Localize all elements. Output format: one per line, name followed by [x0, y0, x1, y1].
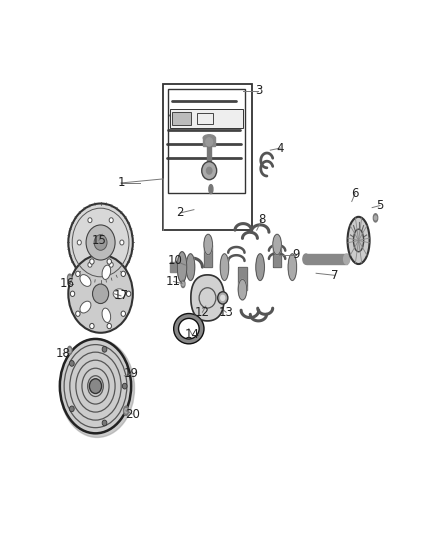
Ellipse shape	[125, 408, 127, 413]
Text: 18: 18	[56, 347, 71, 360]
Ellipse shape	[113, 289, 125, 298]
Circle shape	[218, 292, 228, 304]
Ellipse shape	[256, 254, 265, 280]
Circle shape	[89, 379, 102, 393]
Ellipse shape	[288, 254, 297, 280]
Ellipse shape	[67, 274, 72, 282]
Circle shape	[70, 360, 74, 366]
Circle shape	[76, 271, 80, 277]
Text: 9: 9	[292, 248, 300, 261]
Text: 13: 13	[219, 306, 233, 319]
Bar	[197, 113, 212, 124]
Bar	[306, 254, 346, 264]
Ellipse shape	[102, 308, 111, 322]
Ellipse shape	[186, 254, 195, 280]
Circle shape	[94, 235, 107, 251]
Ellipse shape	[67, 346, 72, 354]
Circle shape	[107, 259, 111, 264]
Circle shape	[90, 324, 94, 329]
Ellipse shape	[303, 254, 309, 264]
Ellipse shape	[203, 135, 215, 141]
Text: 10: 10	[168, 254, 183, 268]
Ellipse shape	[374, 216, 377, 220]
Ellipse shape	[102, 265, 111, 279]
Ellipse shape	[373, 214, 378, 222]
Circle shape	[68, 204, 133, 281]
Ellipse shape	[220, 254, 229, 280]
Circle shape	[220, 295, 226, 301]
Polygon shape	[191, 275, 224, 321]
Text: 20: 20	[125, 408, 140, 421]
Text: 14: 14	[185, 328, 200, 341]
Circle shape	[202, 161, 217, 180]
Text: 11: 11	[166, 275, 181, 288]
Bar	[203, 137, 215, 146]
Text: 5: 5	[376, 199, 384, 212]
Polygon shape	[204, 245, 212, 267]
Ellipse shape	[60, 339, 131, 433]
Circle shape	[102, 420, 107, 426]
Text: 12: 12	[195, 306, 210, 319]
Circle shape	[206, 166, 212, 175]
Ellipse shape	[209, 184, 213, 193]
Circle shape	[109, 262, 113, 267]
Circle shape	[88, 262, 92, 267]
Ellipse shape	[273, 235, 281, 255]
Ellipse shape	[181, 280, 185, 287]
Text: 15: 15	[92, 234, 106, 247]
Bar	[207, 142, 211, 168]
Ellipse shape	[60, 339, 134, 438]
Bar	[172, 112, 191, 125]
Text: 2: 2	[177, 206, 184, 220]
Text: 1: 1	[117, 176, 125, 189]
Circle shape	[127, 291, 131, 296]
Ellipse shape	[124, 406, 128, 415]
Circle shape	[92, 284, 109, 303]
Ellipse shape	[238, 279, 247, 300]
Circle shape	[90, 259, 94, 264]
Ellipse shape	[353, 229, 364, 252]
Circle shape	[120, 240, 124, 245]
Text: 8: 8	[258, 213, 265, 227]
Ellipse shape	[80, 301, 91, 313]
Ellipse shape	[69, 349, 71, 352]
Circle shape	[70, 406, 74, 412]
Ellipse shape	[204, 235, 212, 255]
Circle shape	[121, 311, 125, 317]
Ellipse shape	[69, 276, 71, 280]
Polygon shape	[238, 267, 247, 290]
Bar	[170, 109, 243, 127]
Text: 4: 4	[277, 142, 284, 155]
Ellipse shape	[344, 254, 350, 264]
Text: 3: 3	[255, 84, 262, 97]
Text: 17: 17	[113, 289, 128, 302]
Text: 7: 7	[331, 269, 339, 282]
Circle shape	[121, 271, 125, 277]
Bar	[170, 262, 184, 272]
Circle shape	[68, 255, 133, 333]
Bar	[163, 84, 251, 230]
Ellipse shape	[177, 252, 187, 282]
Circle shape	[109, 218, 113, 223]
Text: 16: 16	[60, 277, 75, 290]
Text: 19: 19	[124, 367, 138, 381]
Circle shape	[77, 240, 81, 245]
Circle shape	[86, 225, 115, 260]
Polygon shape	[273, 245, 281, 267]
Circle shape	[88, 218, 92, 223]
Circle shape	[107, 324, 111, 329]
Circle shape	[71, 291, 75, 296]
Circle shape	[102, 346, 107, 352]
Circle shape	[76, 311, 80, 317]
Bar	[169, 88, 245, 193]
Ellipse shape	[80, 274, 91, 286]
Text: 6: 6	[351, 187, 359, 200]
Circle shape	[206, 138, 212, 146]
Ellipse shape	[182, 282, 184, 286]
Ellipse shape	[347, 217, 370, 264]
Circle shape	[122, 383, 127, 389]
